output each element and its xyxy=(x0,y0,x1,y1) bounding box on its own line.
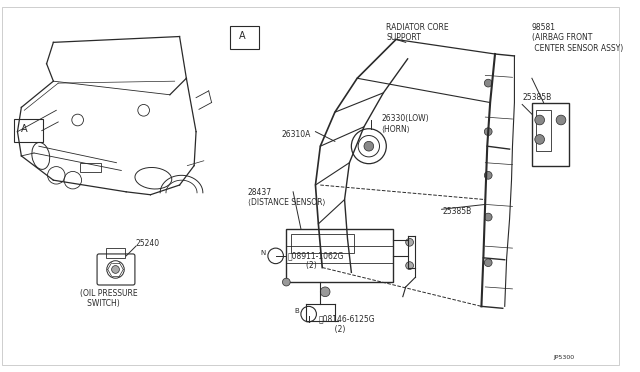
Text: A: A xyxy=(21,124,28,134)
Bar xyxy=(106,248,125,258)
Circle shape xyxy=(484,213,492,221)
Bar xyxy=(286,229,393,282)
Text: 26330(LOW)
⟨HORN⟩: 26330(LOW) ⟨HORN⟩ xyxy=(381,114,429,134)
Text: JP5300: JP5300 xyxy=(553,355,574,360)
Circle shape xyxy=(535,135,545,144)
Circle shape xyxy=(282,278,290,286)
Circle shape xyxy=(364,141,374,151)
Text: Ⓑ08146-6125G
       (2): Ⓑ08146-6125G (2) xyxy=(318,314,375,334)
Circle shape xyxy=(484,171,492,179)
Circle shape xyxy=(484,128,492,135)
Bar xyxy=(79,163,101,172)
Circle shape xyxy=(406,262,413,269)
Bar xyxy=(291,234,355,253)
Text: B: B xyxy=(294,308,299,314)
Bar xyxy=(536,110,551,151)
Circle shape xyxy=(535,115,545,125)
Circle shape xyxy=(320,287,330,296)
Circle shape xyxy=(484,79,492,87)
Text: 25240: 25240 xyxy=(136,240,160,248)
Text: (OIL PRESSURE
   SWITCH): (OIL PRESSURE SWITCH) xyxy=(79,289,137,308)
Text: 25385B: 25385B xyxy=(443,207,472,217)
Text: 25385B: 25385B xyxy=(522,93,552,102)
Text: 98581
(AIRBAG FRONT
 CENTER SENSOR ASSY): 98581 (AIRBAG FRONT CENTER SENSOR ASSY) xyxy=(532,23,623,53)
Circle shape xyxy=(484,259,492,267)
Text: 26310A: 26310A xyxy=(282,130,311,139)
Bar xyxy=(532,103,569,166)
Text: A: A xyxy=(239,31,245,41)
Text: 28437
⟨DISTANCE SENSOR⟩: 28437 ⟨DISTANCE SENSOR⟩ xyxy=(248,188,325,207)
Circle shape xyxy=(111,266,120,273)
Text: N: N xyxy=(260,250,266,256)
Circle shape xyxy=(556,115,566,125)
Circle shape xyxy=(406,238,413,246)
Text: RADIATOR CORE
SUPPORT: RADIATOR CORE SUPPORT xyxy=(387,23,449,42)
Text: ⓝ08911-1062G
        (2): ⓝ08911-1062G (2) xyxy=(287,251,344,270)
